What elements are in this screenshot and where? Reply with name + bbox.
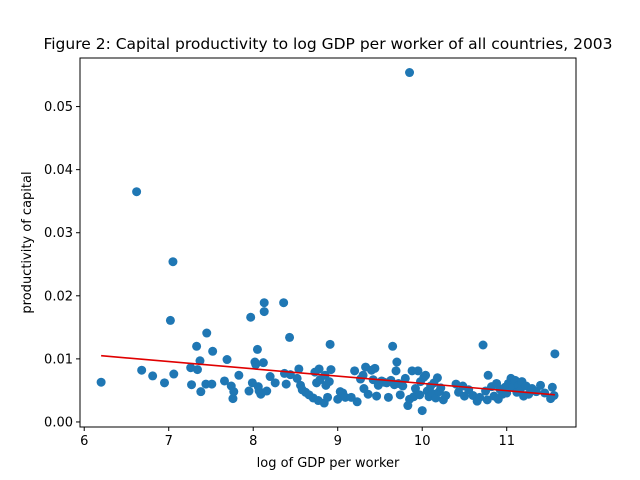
scatter-point <box>202 328 212 338</box>
scatter-point <box>96 377 106 387</box>
scatter-point <box>270 378 280 388</box>
y-axis-ticks: 0.00 0.01 0.02 0.03 0.04 0.05 <box>44 100 80 430</box>
scatter-point <box>540 388 550 398</box>
y-tick-label: 0.05 <box>44 100 73 115</box>
scatter-point <box>137 365 147 375</box>
scatter-point <box>196 387 206 397</box>
y-tick-label: 0.04 <box>44 163 73 178</box>
scatter-point <box>421 370 431 380</box>
scatter-point <box>229 387 239 397</box>
scatter-point <box>333 394 343 404</box>
scatter-point <box>323 392 333 402</box>
scatter-point <box>159 378 169 388</box>
scatter-point <box>265 372 275 382</box>
scatter-point <box>410 384 420 394</box>
scatter-point <box>165 315 175 325</box>
scatter-point <box>324 377 334 387</box>
scatter-point <box>392 357 402 367</box>
scatter-point <box>219 376 229 386</box>
y-tick-label: 0.00 <box>44 415 73 430</box>
scatter-point <box>234 370 244 380</box>
scatter-point <box>536 380 546 390</box>
scatter-point <box>195 356 205 366</box>
x-tick-label: 11 <box>498 434 515 449</box>
scatter-point <box>285 332 295 342</box>
scatter-point <box>478 340 488 350</box>
scatter-point <box>370 363 380 373</box>
scatter-point <box>228 394 238 404</box>
scatter-point <box>251 360 261 370</box>
scatter-point <box>259 307 269 317</box>
scatter-point <box>187 380 197 390</box>
scatter-point <box>292 373 302 383</box>
scatter-point <box>262 386 272 396</box>
chart-title: Figure 2: Capital productivity to log GD… <box>43 35 612 53</box>
y-axis-label: productivity of capital <box>20 171 35 313</box>
fit-line-layer <box>101 354 555 396</box>
x-tick-label: 10 <box>414 434 431 449</box>
axes-frame <box>79 57 577 428</box>
scatter-point <box>417 406 427 416</box>
fit-line <box>101 354 555 396</box>
scatter-point <box>192 341 202 351</box>
scatter-point <box>148 371 158 381</box>
x-tick-label: 7 <box>165 434 173 449</box>
scatter-point <box>550 349 560 359</box>
scatter-point <box>326 365 336 375</box>
scatter-point <box>432 373 442 383</box>
x-tick-label: 9 <box>334 434 342 449</box>
scatter-point <box>325 339 335 349</box>
scatter-point <box>259 298 269 308</box>
scatter-point <box>372 391 382 401</box>
scatter-point <box>547 382 557 392</box>
scatter-point <box>398 381 408 391</box>
x-axis-label: log of GDP per worker <box>257 456 400 471</box>
scatter-point <box>400 373 410 383</box>
scatter-point <box>388 341 398 351</box>
x-tick-label: 8 <box>249 434 257 449</box>
x-tick-label: 6 <box>80 434 88 449</box>
scatter-point <box>246 312 256 322</box>
scatter-point <box>383 392 393 402</box>
scatter-point <box>483 370 493 380</box>
scatter-point <box>281 379 291 389</box>
scatter-point <box>186 363 196 373</box>
scatter-point <box>294 364 304 374</box>
y-tick-label: 0.01 <box>44 352 73 367</box>
scatter-point <box>222 355 232 365</box>
scatter-point <box>441 390 451 400</box>
x-axis-ticks: 6 7 8 9 10 11 <box>80 427 515 449</box>
scatter-point <box>363 389 373 399</box>
scatter-point <box>350 366 360 376</box>
scatter-point <box>459 391 469 401</box>
scatter-point <box>168 257 178 267</box>
scatter-point <box>413 366 423 376</box>
scatter-point <box>395 390 405 400</box>
scatter-point <box>169 369 179 379</box>
scatter-point <box>352 397 362 407</box>
y-tick-label: 0.03 <box>44 226 73 241</box>
plot-background <box>80 58 576 427</box>
scatter-point <box>482 395 492 405</box>
scatter-point <box>252 344 262 354</box>
scatter-point <box>132 187 142 197</box>
scatter-point <box>279 298 289 308</box>
scatter-point <box>208 346 218 356</box>
y-tick-label: 0.02 <box>44 289 73 304</box>
scatter-point <box>415 390 425 400</box>
scatter-point <box>192 365 202 375</box>
scatter-point <box>314 364 324 374</box>
scatter-point <box>207 379 217 389</box>
scatter-point <box>391 366 401 376</box>
scatter-point <box>258 358 268 368</box>
plot-area <box>79 57 577 428</box>
scatter-point <box>244 386 254 396</box>
scatter-point <box>405 68 415 78</box>
scatter-point <box>475 392 485 402</box>
